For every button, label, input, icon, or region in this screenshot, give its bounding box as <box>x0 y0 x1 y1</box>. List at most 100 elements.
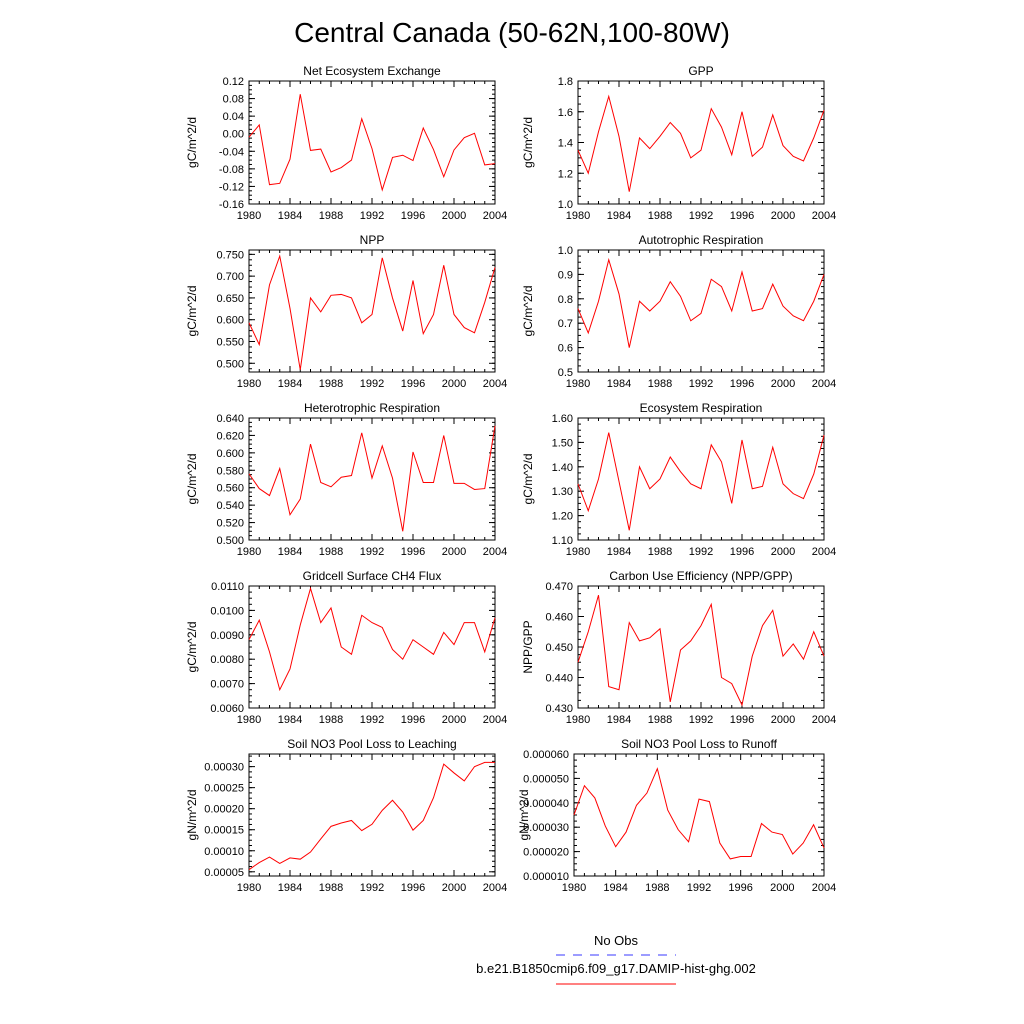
y-axis-label: NPP/GPP <box>521 620 535 673</box>
legend-label-model: b.e21.B1850cmip6.f09_g17.DAMIP-hist-ghg.… <box>476 961 756 976</box>
y-tick-label: 0.00030 <box>204 762 244 774</box>
x-tick-label: 2004 <box>812 378 836 390</box>
y-tick-label: 1.10 <box>552 535 573 547</box>
panel-gridcell-surface-ch4-flux: Gridcell Surface CH4 Flux gC/m^2/d 1980 198… <box>185 569 507 726</box>
y-tick-label: 0.650 <box>216 293 244 305</box>
x-tick-label: 1996 <box>730 714 754 726</box>
y-tick-label: -0.16 <box>219 199 244 211</box>
y-tick-label: 0.000060 <box>523 749 569 761</box>
plot-frame <box>577 585 825 709</box>
x-tick-label: 1980 <box>237 882 261 894</box>
x-tick-label: 1984 <box>278 882 302 894</box>
y-tick-label: 0.620 <box>216 430 244 442</box>
x-tick-label: 2004 <box>483 378 507 390</box>
y-tick-label: 1.4 <box>558 138 573 150</box>
x-tick-label: 2000 <box>771 714 795 726</box>
x-tick-label: 1992 <box>360 714 384 726</box>
plot-frame <box>577 417 825 541</box>
y-tick-label: 1.20 <box>552 511 573 523</box>
panel-ecosystem-respiration: Ecosystem Respiration gC/m^2/d 1980 1984 198… <box>521 401 836 558</box>
panel-heterotrophic-respiration: Heterotrophic Respiration gC/m^2/d 1980 198… <box>185 401 507 558</box>
x-tick-label: 1984 <box>278 546 302 558</box>
y-tick-label: 0.0060 <box>210 703 244 715</box>
series-line <box>248 761 495 871</box>
x-tick-label: 2004 <box>483 210 507 222</box>
y-axis-label: gC/m^2/d <box>185 622 199 673</box>
x-tick-label: 2004 <box>812 210 836 222</box>
y-tick-label: -0.08 <box>219 164 244 176</box>
y-axis-label: gC/m^2/d <box>185 117 199 168</box>
y-tick-label: 1.2 <box>558 168 573 180</box>
series-line <box>248 94 496 192</box>
series-line <box>248 586 496 692</box>
x-tick-label: 2000 <box>442 378 466 390</box>
x-tick-label: 2004 <box>483 714 507 726</box>
y-tick-label: 0.000010 <box>523 871 569 883</box>
x-tick-label: 1988 <box>648 210 672 222</box>
x-tick-label: 2000 <box>442 714 466 726</box>
y-axis-label: gC/m^2/d <box>521 117 535 168</box>
x-tick-label: 1984 <box>607 210 631 222</box>
plot-frame <box>248 249 496 373</box>
panel-title: Soil NO3 Pool Loss to Runoff <box>621 737 778 751</box>
panel-net-ecosystem-exchange: Net Ecosystem Exchange gC/m^2/d 1980 1984 19… <box>185 64 507 222</box>
y-tick-label: 0.000050 <box>523 773 569 785</box>
series-line <box>577 257 825 348</box>
y-tick-label: 0.540 <box>216 500 244 512</box>
x-tick-label: 2004 <box>812 882 836 894</box>
y-tick-label: 1.0 <box>558 199 573 211</box>
x-tick-label: 1992 <box>360 882 384 894</box>
x-tick-label: 2004 <box>812 714 836 726</box>
y-axis-label: gN/m^2/d <box>517 790 531 841</box>
y-tick-label: 0.0070 <box>210 679 244 691</box>
x-tick-label: 1996 <box>401 210 425 222</box>
x-tick-label: 1980 <box>237 714 261 726</box>
y-tick-label: 0.00 <box>223 129 244 141</box>
x-tick-label: 2000 <box>770 882 794 894</box>
y-tick-label: 0.12 <box>223 76 244 88</box>
legend: No Obs b.e21.B1850cmip6.f09_g17.DAMIP-hi… <box>476 933 756 985</box>
plot-frame <box>248 80 496 205</box>
x-tick-label: 1980 <box>566 714 590 726</box>
y-tick-label: 1.8 <box>558 76 573 88</box>
y-tick-label: 0.00025 <box>204 783 244 795</box>
y-tick-label: 0.8 <box>558 294 573 306</box>
x-tick-label: 2000 <box>442 210 466 222</box>
panel-title: Autotrophic Respiration <box>639 233 764 247</box>
x-tick-label: 1988 <box>648 714 672 726</box>
x-tick-label: 1988 <box>319 378 343 390</box>
y-tick-label: 0.000040 <box>523 798 569 810</box>
x-tick-label: 1996 <box>730 546 754 558</box>
legend-label-no-obs: No Obs <box>594 933 639 948</box>
x-tick-label: 1980 <box>562 882 586 894</box>
y-tick-label: 0.550 <box>216 337 244 349</box>
y-tick-label: 0.580 <box>216 465 244 477</box>
plot-frame <box>577 80 825 205</box>
x-tick-label: 1992 <box>687 882 711 894</box>
x-tick-label: 1988 <box>319 210 343 222</box>
plot-frame <box>573 753 825 877</box>
y-tick-label: 1.0 <box>558 245 573 257</box>
panel-title: NPP <box>360 233 385 247</box>
x-tick-label: 2004 <box>483 882 507 894</box>
x-tick-label: 1984 <box>278 378 302 390</box>
plot-frame <box>248 585 496 709</box>
x-tick-label: 1980 <box>237 378 261 390</box>
series-line <box>573 767 825 860</box>
y-tick-label: 0.08 <box>223 94 244 106</box>
plot-frame <box>577 249 825 373</box>
y-tick-label: 0.7 <box>558 318 573 330</box>
x-tick-label: 1992 <box>360 210 384 222</box>
series-line <box>577 595 825 707</box>
x-tick-label: 2000 <box>771 378 795 390</box>
y-tick-label: 1.40 <box>552 462 573 474</box>
y-tick-label: 0.470 <box>545 581 573 593</box>
y-tick-label: 0.700 <box>216 271 244 283</box>
y-tick-label: 0.00020 <box>204 804 244 816</box>
y-axis-label: gC/m^2/d <box>185 286 199 337</box>
y-tick-label: 0.0080 <box>210 654 244 666</box>
y-tick-label: 0.000030 <box>523 822 569 834</box>
y-tick-label: 0.0090 <box>210 630 244 642</box>
x-tick-label: 2000 <box>771 210 795 222</box>
y-tick-label: 1.30 <box>552 486 573 498</box>
